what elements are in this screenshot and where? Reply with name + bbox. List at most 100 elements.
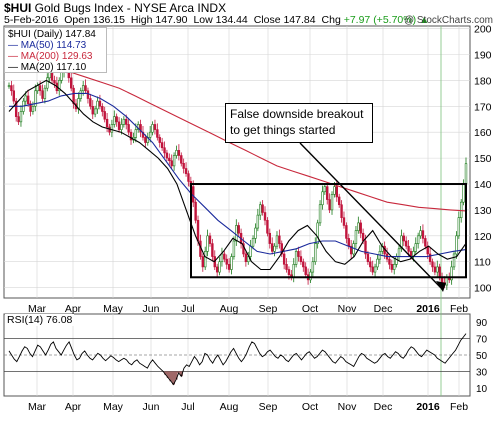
- rsi-tick-label: 10: [476, 384, 488, 395]
- candle-body: [43, 87, 47, 99]
- candle-body: [96, 100, 99, 110]
- candle-body: [29, 103, 32, 112]
- price-tick-label: 140: [474, 179, 492, 191]
- candle-body: [60, 72, 63, 81]
- candle-body: [373, 266, 377, 273]
- month-tick-label: Mar: [28, 401, 47, 413]
- candle-body: [457, 217, 461, 237]
- candle-body: [89, 98, 92, 107]
- candle-body: [170, 160, 173, 167]
- candle-body: [268, 232, 272, 244]
- rsi-tick-label: 90: [476, 318, 488, 329]
- candle-body: [309, 271, 312, 281]
- candle-body: [46, 77, 49, 89]
- candle-body: [395, 256, 398, 265]
- candle-body: [84, 85, 87, 92]
- candle-body: [144, 137, 147, 143]
- candle-body: [158, 137, 161, 143]
- candle-body: [225, 258, 228, 265]
- high-label: High: [130, 14, 153, 26]
- quote-line: 5-Feb-2016 Open 136.15 High 147.90 Low 1…: [4, 14, 432, 26]
- candle-body: [196, 219, 200, 242]
- range-box: [190, 183, 467, 279]
- candle-body: [328, 199, 331, 211]
- legend-ma200: — MA(200) 129.63: [8, 51, 93, 62]
- candle-body: [141, 131, 145, 138]
- candle-body: [58, 80, 61, 92]
- candle-body: [151, 124, 154, 133]
- candle-body: [347, 238, 350, 247]
- candle-body: [304, 266, 307, 275]
- candle-body: [120, 124, 123, 130]
- candle-body: [201, 256, 205, 268]
- candle-body: [311, 261, 315, 273]
- candle-body: [285, 264, 288, 270]
- candle-body: [187, 173, 190, 182]
- candle-body: [421, 230, 425, 239]
- candle-body: [230, 256, 233, 270]
- symbol: $HUI: [4, 1, 32, 15]
- legend-ma50: — MA(50) 114.73: [8, 40, 87, 51]
- candle-body: [103, 111, 106, 120]
- candle-body: [294, 251, 298, 265]
- candle-body: [316, 222, 319, 244]
- candle-body: [438, 266, 441, 278]
- candle-body: [318, 204, 322, 224]
- candle-body: [117, 121, 121, 130]
- candle-body: [424, 238, 427, 247]
- month-tick-label: Sep: [259, 303, 278, 315]
- candle-body: [115, 116, 118, 123]
- month-tick-label: 2016: [416, 303, 440, 315]
- candle-body: [263, 212, 267, 221]
- annotation-arrowhead: [436, 281, 446, 292]
- candle-body: [237, 225, 240, 234]
- rsi-tick-label: 70: [476, 335, 488, 346]
- candle-body: [337, 196, 341, 206]
- open-value: 136.15: [92, 14, 125, 26]
- candle-body: [156, 129, 159, 138]
- candle-body: [177, 150, 181, 156]
- month-tick-label: May: [103, 303, 124, 315]
- candle-body: [357, 222, 360, 231]
- candle-body: [12, 90, 15, 102]
- legend: $HUI (Daily) 147.84 — MA(50) 114.73 — MA…: [4, 27, 107, 73]
- candle-body: [184, 168, 188, 174]
- candle-body: [218, 261, 221, 273]
- month-tick-label: Mar: [28, 303, 47, 315]
- month-tick-label: Sep: [259, 401, 278, 413]
- annotation-arrow: [299, 142, 444, 291]
- candle-body: [450, 266, 453, 281]
- ma50-line: [9, 92, 467, 258]
- legend-ma50-text: MA(50) 114.73: [20, 40, 87, 51]
- candle-body: [194, 201, 197, 221]
- candle-body: [259, 204, 262, 216]
- legend-main-text: $HUI (Daily) 147.84: [8, 29, 96, 40]
- candle-body: [235, 225, 238, 242]
- price-tick-label: 110: [474, 257, 491, 269]
- candle-body: [93, 108, 97, 115]
- candle-body: [390, 264, 394, 270]
- candle-body: [105, 118, 109, 128]
- candle-body: [323, 186, 327, 193]
- chg-value: +7.97 (+5.70%): [343, 14, 417, 26]
- chg-label: Chg: [321, 14, 341, 26]
- candle-body: [397, 248, 401, 257]
- candle-body: [302, 261, 305, 268]
- month-tick-label: Feb: [450, 303, 468, 315]
- candle-body: [50, 72, 54, 81]
- close-label: Close: [253, 14, 281, 26]
- candle-body: [168, 157, 171, 162]
- candle-body: [19, 111, 23, 123]
- month-tick-label: 2016: [416, 401, 440, 413]
- candle-body: [445, 276, 449, 286]
- legend-ma20: — MA(20) 117.10: [8, 62, 87, 73]
- candle-body: [244, 253, 248, 263]
- rsi-line: [8, 333, 467, 386]
- candle-body: [407, 245, 410, 252]
- month-tick-label: Feb: [450, 401, 468, 413]
- candle-body: [14, 100, 18, 117]
- candle-body: [127, 124, 130, 133]
- candle-body: [388, 258, 391, 265]
- candle-body: [364, 240, 367, 255]
